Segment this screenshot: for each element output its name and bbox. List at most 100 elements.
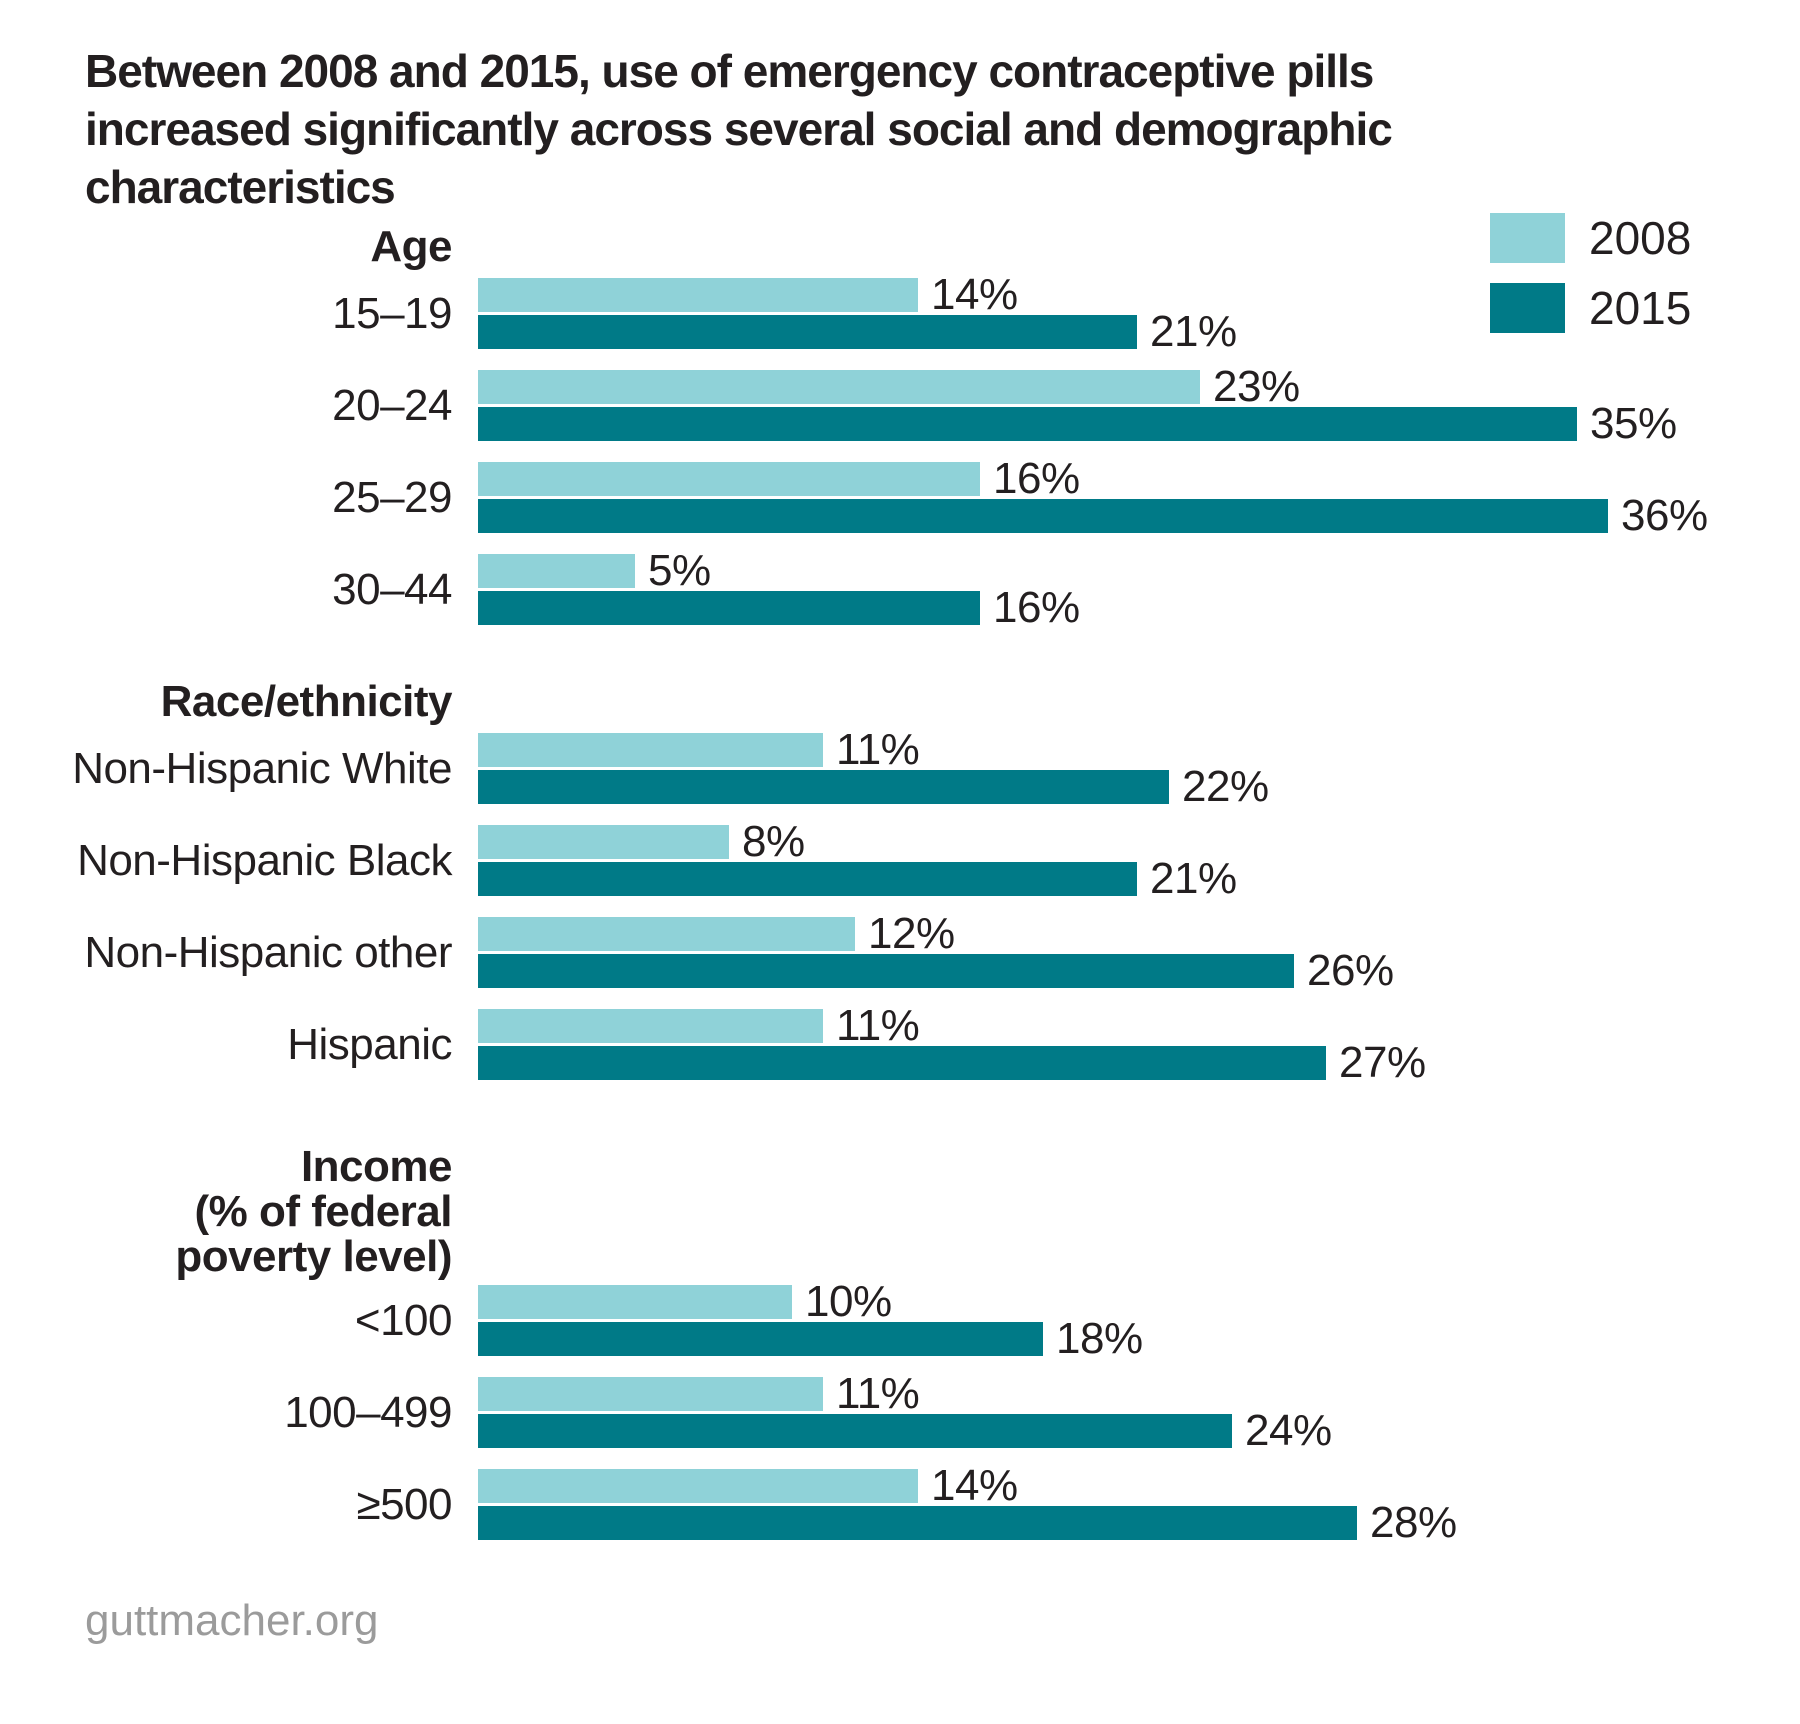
value-label: 22% bbox=[1182, 762, 1269, 811]
legend-item-2008: 2008 bbox=[1490, 213, 1691, 263]
bar-2015 bbox=[478, 499, 1608, 533]
value-label: 10% bbox=[805, 1277, 892, 1326]
legend-item-2015: 2015 bbox=[1490, 283, 1691, 333]
bar-line-2008: 11% bbox=[478, 725, 1269, 774]
category-label: ≥500 bbox=[356, 1479, 452, 1529]
bar-line-2015: 21% bbox=[478, 307, 1237, 356]
section-income: Income (% of federal poverty level) <100 1… bbox=[0, 1144, 1800, 1547]
bar-line-2015: 18% bbox=[478, 1314, 1143, 1363]
bar-line-2008: 10% bbox=[478, 1277, 1143, 1326]
bar-pair: 16% 36% bbox=[478, 454, 1708, 540]
bar-pair: 23% 35% bbox=[478, 362, 1677, 448]
bar-line-2015: 28% bbox=[478, 1498, 1457, 1547]
bar-pair: 10% 18% bbox=[478, 1277, 1143, 1363]
bar-line-2015: 27% bbox=[478, 1038, 1426, 1087]
source-link[interactable]: guttmacher.org bbox=[85, 1596, 379, 1645]
bar-2015 bbox=[478, 862, 1137, 896]
section-heading-race-ethnicity: Race/ethnicity bbox=[160, 677, 453, 726]
category-label: 30–44 bbox=[332, 564, 452, 614]
legend-label-2008: 2008 bbox=[1589, 212, 1692, 264]
bar-line-2008: 5% bbox=[478, 546, 1080, 595]
bar-2008 bbox=[478, 1009, 823, 1043]
value-label: 26% bbox=[1307, 946, 1394, 995]
bar-2008 bbox=[478, 1469, 918, 1503]
bar-2015 bbox=[478, 407, 1577, 441]
bar-2015 bbox=[478, 315, 1137, 349]
bar-pair: 11% 24% bbox=[478, 1369, 1332, 1455]
bar-line-2015: 26% bbox=[478, 946, 1394, 995]
category-row: 20–24 23% 35% bbox=[0, 362, 1800, 448]
bar-2015 bbox=[478, 1414, 1232, 1448]
value-label: 16% bbox=[993, 583, 1080, 632]
value-label: 11% bbox=[836, 1369, 920, 1418]
category-row: Non-Hispanic other 12% 26% bbox=[0, 909, 1800, 995]
bar-pair: 14% 21% bbox=[478, 270, 1237, 356]
bar-pair: 11% 27% bbox=[478, 1001, 1426, 1087]
legend: 2008 2015 bbox=[1490, 213, 1691, 353]
value-label: 28% bbox=[1370, 1498, 1457, 1547]
bar-2015 bbox=[478, 1322, 1043, 1356]
bar-line-2008: 8% bbox=[478, 817, 1237, 866]
value-label: 8% bbox=[742, 817, 805, 866]
legend-label-2015: 2015 bbox=[1589, 282, 1692, 334]
bar-line-2015: 24% bbox=[478, 1406, 1332, 1455]
bar-2008 bbox=[478, 917, 855, 951]
value-label: 14% bbox=[931, 270, 1018, 319]
category-label: Hispanic bbox=[287, 1019, 452, 1069]
category-row: Non-Hispanic White 11% 22% bbox=[0, 725, 1800, 811]
value-label: 11% bbox=[836, 725, 920, 774]
bar-line-2008: 16% bbox=[478, 454, 1708, 503]
section-age: Age 15–19 14% 21% 20–24 23% 35% 25–29 16% 36% 30–4… bbox=[0, 222, 1800, 632]
bar-line-2015: 22% bbox=[478, 762, 1269, 811]
bar-2015 bbox=[478, 954, 1294, 988]
value-label: 36% bbox=[1621, 491, 1708, 540]
category-label: <100 bbox=[354, 1295, 453, 1345]
category-label: Non-Hispanic White bbox=[72, 743, 452, 793]
bar-pair: 12% 26% bbox=[478, 909, 1394, 995]
bar-2015 bbox=[478, 770, 1169, 804]
bar-2008 bbox=[478, 1377, 823, 1411]
chart-title: Between 2008 and 2015, use of emergency … bbox=[85, 45, 1393, 213]
category-label: Non-Hispanic Black bbox=[77, 835, 452, 885]
section-heading-age: Age bbox=[370, 222, 452, 271]
bar-pair: 8% 21% bbox=[478, 817, 1237, 903]
bar-line-2008: 14% bbox=[478, 1461, 1457, 1510]
bar-pair: 14% 28% bbox=[478, 1461, 1457, 1547]
bar-line-2008: 23% bbox=[478, 362, 1677, 411]
value-label: 12% bbox=[868, 909, 955, 958]
bar-line-2008: 11% bbox=[478, 1369, 1332, 1418]
bar-line-2015: 21% bbox=[478, 854, 1237, 903]
section-race-ethnicity: Race/ethnicity Non-Hispanic White 11% 22% No… bbox=[0, 677, 1800, 1087]
value-label: 35% bbox=[1590, 399, 1677, 448]
bar-2008 bbox=[478, 462, 980, 496]
bar-2008 bbox=[478, 278, 918, 312]
bar-line-2008: 11% bbox=[478, 1001, 1426, 1050]
category-row: Hispanic 11% 27% bbox=[0, 1001, 1800, 1087]
bar-2008 bbox=[478, 1285, 792, 1319]
value-label: 5% bbox=[648, 546, 711, 595]
value-label: 23% bbox=[1213, 362, 1300, 411]
value-label: 24% bbox=[1245, 1406, 1332, 1455]
legend-swatch-2015 bbox=[1490, 283, 1565, 333]
value-label: 27% bbox=[1339, 1038, 1426, 1087]
category-row: 30–44 5% 16% bbox=[0, 546, 1800, 632]
value-label: 16% bbox=[993, 454, 1080, 503]
bar-2008 bbox=[478, 370, 1200, 404]
category-row: ≥500 14% 28% bbox=[0, 1461, 1800, 1547]
bar-2015 bbox=[478, 1046, 1326, 1080]
value-label: 11% bbox=[836, 1001, 920, 1050]
category-label: 20–24 bbox=[332, 380, 452, 430]
bar-pair: 11% 22% bbox=[478, 725, 1269, 811]
grouped-bar-chart: Age 15–19 14% 21% 20–24 23% 35% 25–29 16% 36% 30–4… bbox=[0, 222, 1800, 1547]
category-row: Non-Hispanic Black 8% 21% bbox=[0, 817, 1800, 903]
category-label: 15–19 bbox=[332, 288, 452, 338]
category-label: 25–29 bbox=[332, 472, 452, 522]
bar-pair: 5% 16% bbox=[478, 546, 1080, 632]
bar-2008 bbox=[478, 825, 729, 859]
value-label: 21% bbox=[1150, 307, 1237, 356]
bar-line-2015: 16% bbox=[478, 583, 1080, 632]
bar-2015 bbox=[478, 591, 980, 625]
bar-line-2008: 12% bbox=[478, 909, 1394, 958]
bar-line-2015: 36% bbox=[478, 491, 1708, 540]
